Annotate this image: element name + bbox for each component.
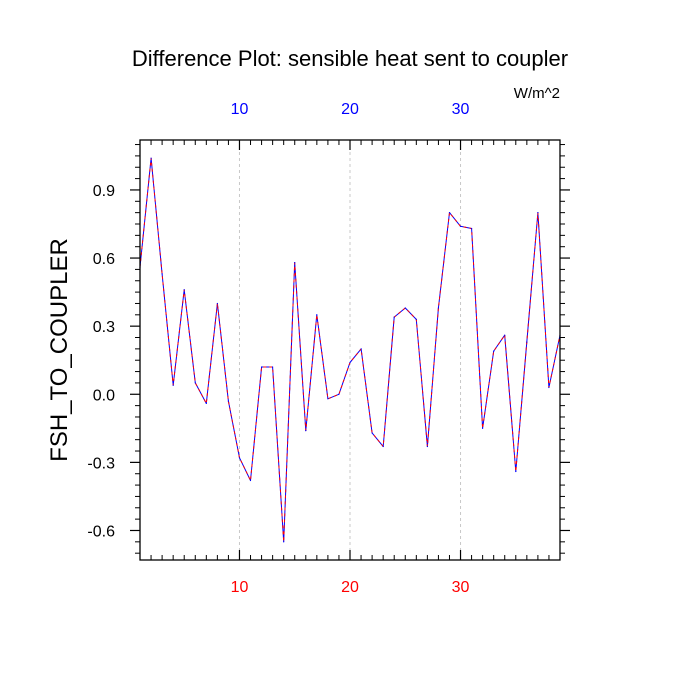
data-point — [459, 225, 462, 227]
y-tick-label: -0.6 — [87, 523, 115, 540]
y-tick-label: 0.6 — [93, 251, 115, 268]
data-point — [194, 382, 196, 384]
y-tick-label: 0.0 — [93, 387, 115, 404]
data-point — [338, 393, 340, 395]
data-point — [238, 457, 241, 459]
data-point — [515, 470, 517, 473]
data-point — [161, 273, 163, 275]
data-point — [437, 307, 439, 309]
data-point — [316, 314, 318, 316]
x-tick-label-bottom: 10 — [231, 579, 249, 596]
data-point — [294, 262, 296, 264]
axis-ticks — [130, 140, 570, 560]
y-tick-label: 0.9 — [93, 183, 115, 200]
data-point — [227, 400, 229, 402]
data-point — [537, 212, 539, 214]
data-point — [548, 386, 550, 389]
data-point — [504, 334, 506, 336]
data-point — [349, 361, 351, 364]
data-point — [283, 541, 285, 543]
data-point — [150, 157, 152, 159]
tick-labels: 10 10 20 20 30 30 0.9 0.6 0.3 0.0 -0.3 -0.6 — [87, 101, 469, 596]
plot-frame — [139, 139, 561, 561]
y-tick-label: 0.3 — [93, 319, 115, 336]
x-tick-label-bottom: 20 — [341, 579, 359, 596]
data-point — [205, 402, 207, 404]
x-tick-label-top: 20 — [341, 101, 359, 118]
data-point — [216, 302, 218, 305]
data-point — [404, 307, 406, 309]
data-point — [371, 432, 373, 434]
data-point — [172, 384, 174, 386]
data-point — [183, 289, 185, 291]
data-point — [272, 366, 274, 368]
x-tick-label-top: 10 — [231, 101, 249, 118]
data-point — [482, 427, 484, 429]
data-point — [493, 350, 495, 352]
data-point — [261, 366, 263, 368]
data-point — [448, 212, 451, 214]
data-point — [426, 445, 428, 448]
data-point — [393, 316, 395, 318]
y-axis-label: FSH_TO_COUPLER — [46, 238, 73, 462]
x-tick-label-top: 30 — [452, 101, 470, 118]
units-label: W/m^2 — [514, 85, 560, 102]
data-point — [382, 445, 384, 448]
data-point — [415, 318, 417, 320]
data-point — [471, 227, 473, 230]
data-point — [360, 348, 362, 350]
x-tick-label-bottom: 30 — [452, 579, 470, 596]
grid-lines — [238, 140, 462, 560]
data-point — [327, 398, 329, 400]
chart-title: Difference Plot: sensible heat sent to c… — [132, 46, 568, 71]
data-point — [305, 430, 307, 432]
data-point — [526, 341, 528, 343]
y-tick-label: -0.3 — [87, 455, 115, 472]
data-point — [249, 479, 252, 482]
